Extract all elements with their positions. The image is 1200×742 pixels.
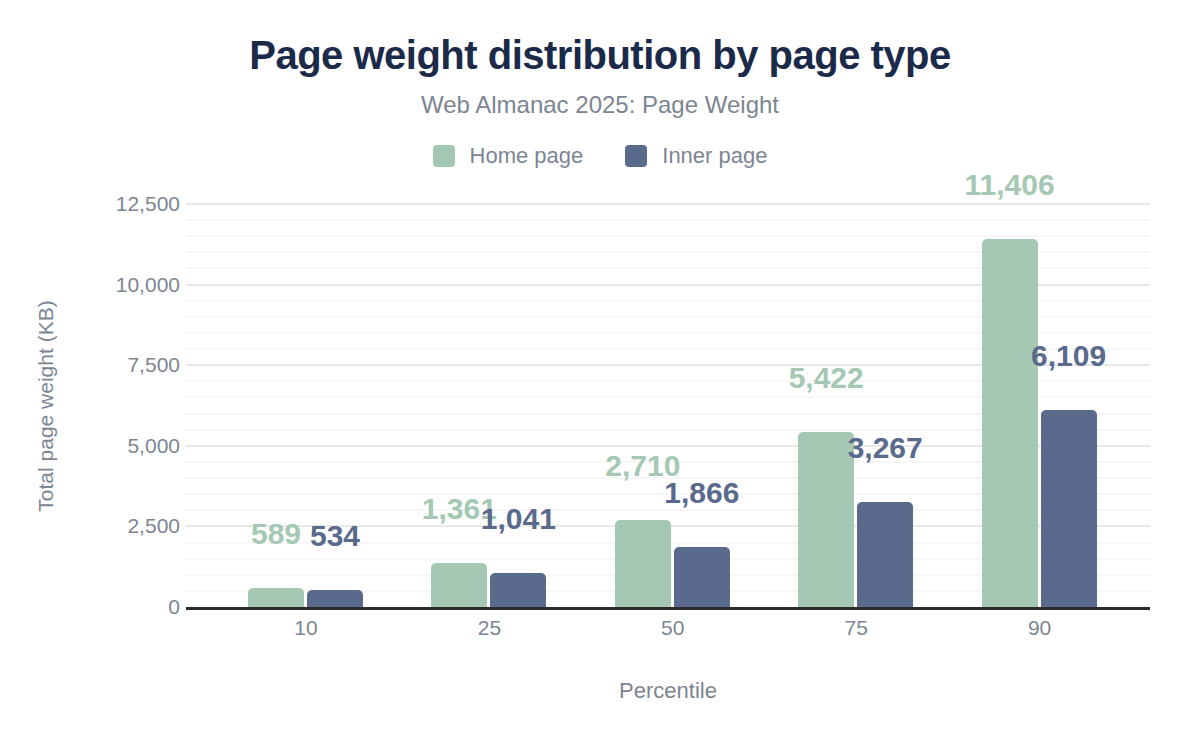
bar-home-page-p75[interactable] <box>798 432 854 607</box>
minor-gridline <box>186 219 1150 221</box>
value-label-inner-page-p75: 3,267 <box>848 433 923 463</box>
value-label-home-page-p75: 5,422 <box>789 363 864 393</box>
x-tick-label-25: 25 <box>478 616 501 640</box>
x-axis-title: Percentile <box>186 678 1150 704</box>
major-gridline <box>186 203 1150 205</box>
bar-inner-page-p50[interactable] <box>674 547 730 607</box>
bar-home-page-p90[interactable] <box>982 239 1038 607</box>
minor-gridline <box>186 235 1150 237</box>
chart-subtitle: Web Almanac 2025: Page Weight <box>0 91 1200 119</box>
legend-label-home-page: Home page <box>470 143 584 169</box>
x-axis-line <box>186 607 1150 610</box>
value-label-inner-page-p90: 6,109 <box>1031 341 1106 371</box>
bar-inner-page-p75[interactable] <box>857 502 913 607</box>
x-tick-label-50: 50 <box>661 616 684 640</box>
y-axis-title: Total page weight (KB) <box>34 300 58 511</box>
y-tick-label: 0 <box>60 596 180 618</box>
value-label-inner-page-p25: 1,041 <box>481 504 556 534</box>
value-label-home-page-p10: 589 <box>251 519 301 549</box>
legend-label-inner-page: Inner page <box>662 143 767 169</box>
value-label-inner-page-p10: 534 <box>310 521 360 551</box>
y-tick-label: 5,000 <box>60 435 180 457</box>
y-tick-label: 10,000 <box>60 274 180 296</box>
legend: Home page Inner page <box>0 143 1200 169</box>
value-label-home-page-p90: 11,406 <box>965 170 1055 200</box>
x-tick-label-75: 75 <box>845 616 868 640</box>
value-label-inner-page-p50: 1,866 <box>664 478 739 508</box>
x-tick-label-90: 90 <box>1028 616 1051 640</box>
y-tick-label: 12,500 <box>60 193 180 215</box>
bar-home-page-p10[interactable] <box>248 588 304 607</box>
bar-home-page-p25[interactable] <box>431 563 487 607</box>
chart-title: Page weight distribution by page type <box>0 33 1200 78</box>
legend-item-inner-page[interactable]: Inner page <box>625 143 767 169</box>
x-tick-label-10: 10 <box>294 616 317 640</box>
bar-inner-page-p25[interactable] <box>490 573 546 607</box>
bar-inner-page-p10[interactable] <box>307 590 363 607</box>
y-tick-label: 2,500 <box>60 515 180 537</box>
bar-home-page-p50[interactable] <box>615 520 671 607</box>
chart-canvas: Page weight distribution by page type We… <box>0 0 1200 742</box>
y-tick-label: 7,500 <box>60 354 180 376</box>
home-page-swatch-icon <box>433 145 455 167</box>
legend-item-home-page[interactable]: Home page <box>433 143 584 169</box>
inner-page-swatch-icon <box>625 145 647 167</box>
bar-inner-page-p90[interactable] <box>1041 410 1097 607</box>
